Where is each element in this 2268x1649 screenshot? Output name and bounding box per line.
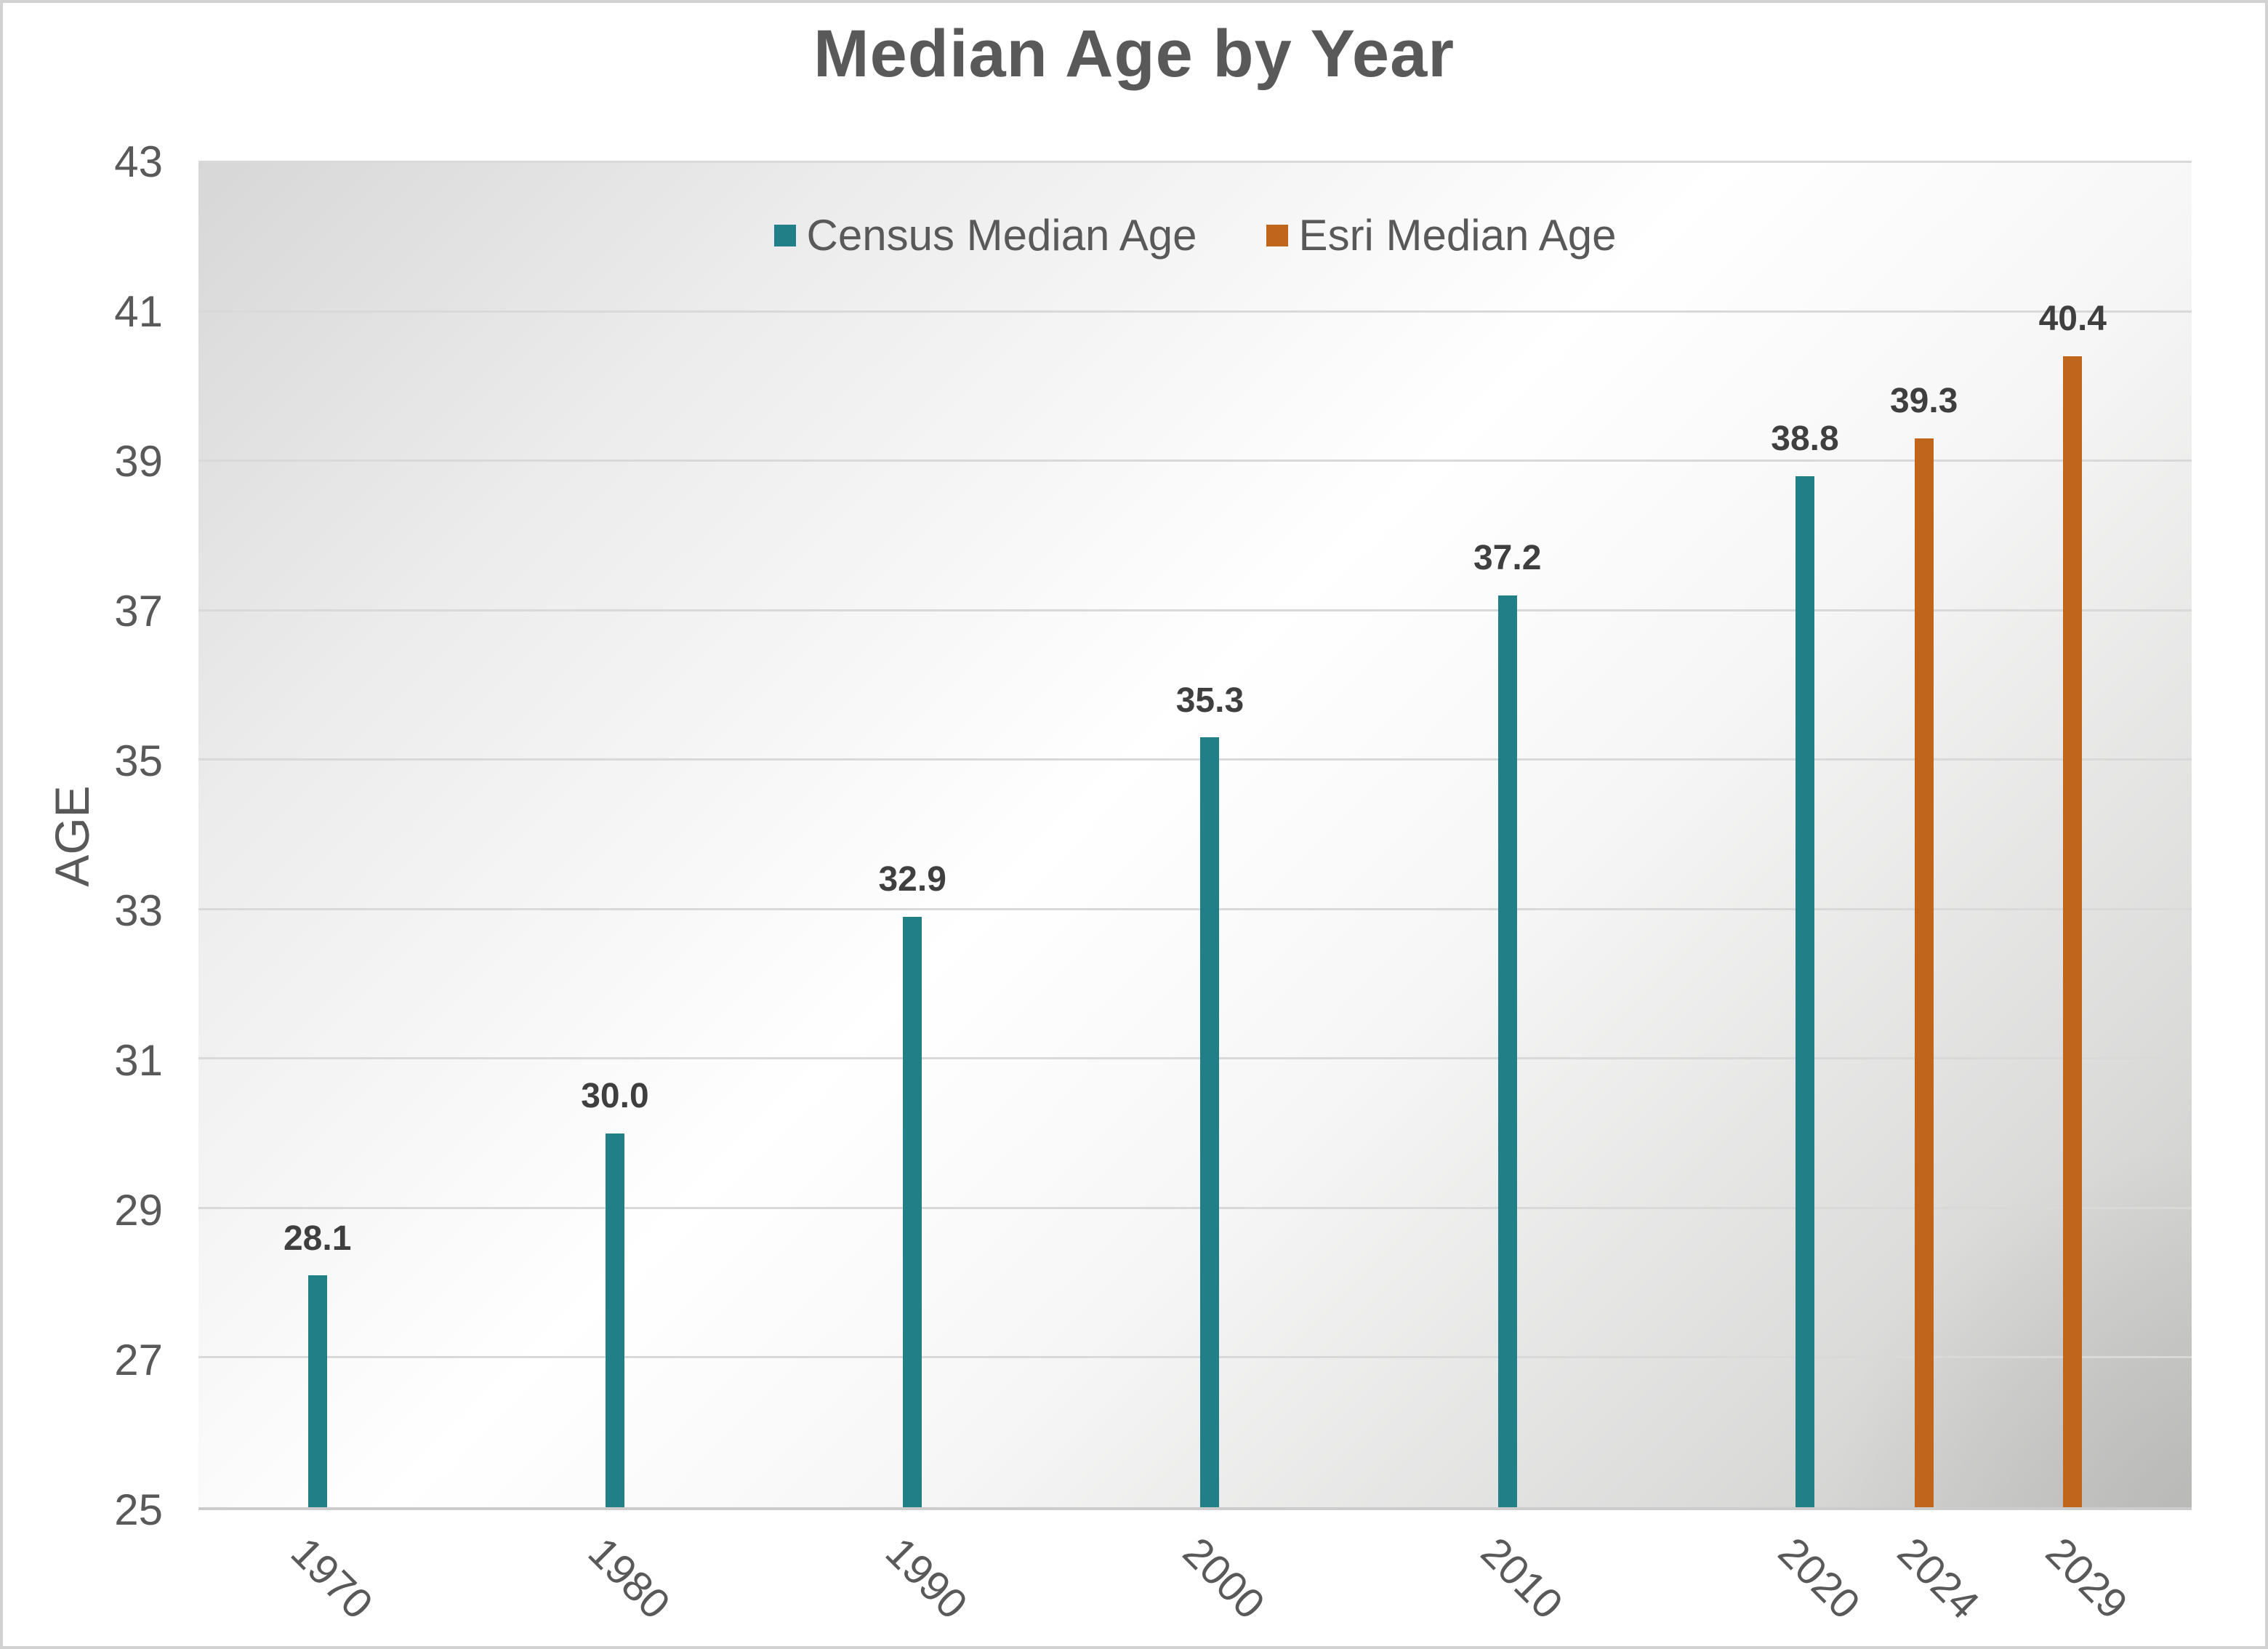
gridline-29: [198, 1206, 2192, 1209]
bar-census-2010: [1497, 595, 1517, 1507]
y-tick-label-33: 33: [114, 886, 163, 935]
y-tick-label-39: 39: [114, 437, 163, 486]
y-tick-label-43: 43: [114, 137, 163, 186]
legend-label-esri: Esri Median Age: [1298, 211, 1617, 260]
bar-census-2000: [1200, 737, 1220, 1507]
x-tick-text-1980: 1980: [579, 1528, 680, 1629]
x-tick-text-2024: 2024: [1888, 1528, 1988, 1629]
x-tick-text-1970: 1970: [281, 1528, 382, 1629]
y-tick-label-25: 25: [114, 1485, 163, 1534]
gridline-37: [198, 609, 2192, 611]
x-tick-text-2000: 2000: [1174, 1528, 1274, 1629]
legend-item-esri: Esri Median Age: [1266, 210, 1617, 260]
y-tick-label-29: 29: [114, 1186, 163, 1235]
plot-area: Census Median Age Esri Median Age 28.1 30…: [198, 161, 2192, 1510]
bar-census-2020: [1795, 476, 1814, 1507]
census-legend-swatch-icon: [773, 224, 796, 246]
bar-census-1970: [307, 1275, 327, 1507]
x-axis-tick-labels: 1970 1980 1990 2000 2010 2020 2024 2029: [198, 1510, 2192, 1646]
gridline-31: [198, 1057, 2192, 1060]
x-tick-label-1990: 1990: [877, 1528, 1002, 1628]
x-tick-label-2000: 2000: [1174, 1528, 1299, 1628]
x-tick-label-2010: 2010: [1472, 1528, 1597, 1628]
gridline-33: [198, 907, 2192, 910]
legend-item-census: Census Median Age: [773, 210, 1197, 260]
value-label-census-2020: 38.8: [1771, 419, 1839, 458]
gridline-39: [198, 460, 2192, 462]
legend: Census Median Age Esri Median Age: [198, 210, 2192, 260]
value-label-census-1990: 32.9: [878, 860, 946, 899]
value-label-census-2010: 37.2: [1473, 539, 1542, 578]
gridline-41: [198, 310, 2192, 313]
value-label-census-1970: 28.1: [283, 1219, 352, 1258]
x-tick-text-2010: 2010: [1471, 1528, 1572, 1629]
x-tick-label-2024: 2024: [1889, 1528, 2014, 1628]
gridline-35: [198, 758, 2192, 761]
y-tick-label-35: 35: [114, 737, 163, 785]
bar-esri-2029: [2063, 356, 2083, 1507]
y-tick-label-41: 41: [114, 287, 163, 336]
y-tick-label-31: 31: [114, 1036, 163, 1086]
y-tick-label-37: 37: [114, 587, 163, 636]
x-tick-label-2029: 2029: [2037, 1528, 2162, 1628]
legend-label-census: Census Median Age: [806, 211, 1197, 260]
chart-title: Median Age by Year: [813, 17, 1455, 91]
y-tick-label-27: 27: [114, 1336, 163, 1384]
x-tick-text-2029: 2029: [2037, 1528, 2137, 1629]
esri-legend-swatch-icon: [1266, 224, 1288, 246]
x-tick-text-2020: 2020: [1769, 1528, 1870, 1629]
x-tick-label-2020: 2020: [1769, 1528, 1894, 1628]
x-tick-text-1990: 1990: [877, 1528, 977, 1629]
y-axis-tick-labels: 25 27 29 31 33 35 37 39 41 43: [3, 140, 163, 1532]
bar-census-1980: [605, 1134, 624, 1507]
bar-esri-2024: [1914, 438, 1934, 1507]
value-label-census-1980: 30.0: [581, 1077, 649, 1116]
value-label-esri-2024: 39.3: [1889, 382, 1958, 421]
x-tick-label-1970: 1970: [282, 1528, 407, 1628]
x-tick-label-1980: 1980: [579, 1528, 704, 1628]
value-label-census-2000: 35.3: [1175, 681, 1244, 720]
gridline-27: [198, 1356, 2192, 1359]
value-label-esri-2029: 40.4: [2038, 300, 2107, 339]
gridline-43: [198, 161, 2192, 163]
bar-census-1990: [903, 917, 922, 1507]
